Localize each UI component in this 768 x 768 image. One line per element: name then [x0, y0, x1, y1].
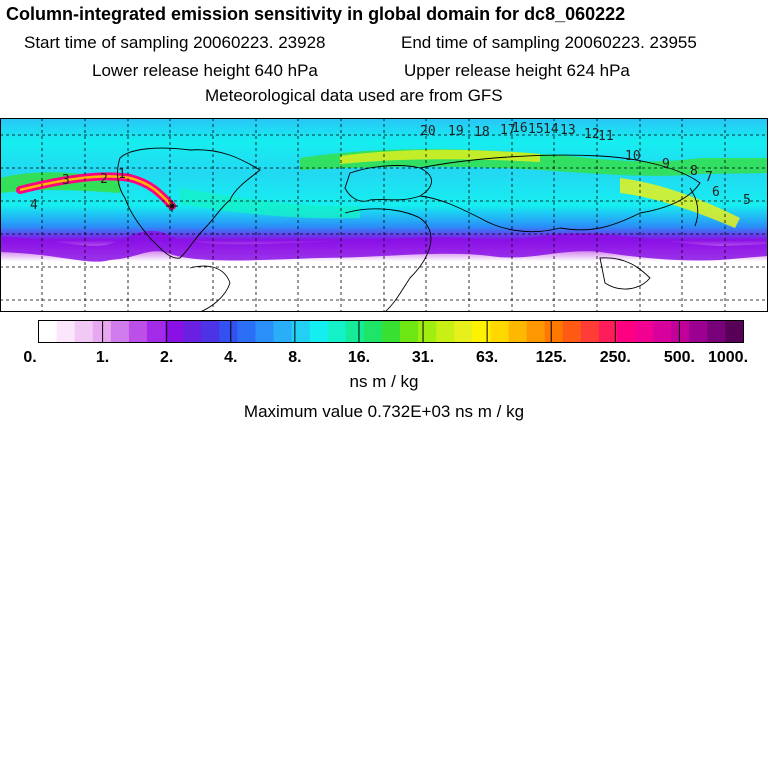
graticule: [0, 118, 768, 312]
colorbar-cell: [381, 320, 401, 343]
colorbar-cell: [725, 320, 744, 343]
colorbar-cell: [635, 320, 654, 343]
day-label-13: 13: [560, 123, 576, 138]
colorbar-label: 500.: [664, 349, 695, 366]
colorbar-cell: [255, 320, 274, 343]
colorbar-cell: [273, 320, 293, 343]
day-label-4: 4: [30, 198, 38, 213]
colorbar-cell: [562, 320, 582, 343]
colorbar-label: 63.: [476, 349, 498, 366]
colorbar-label: 16.: [348, 349, 370, 366]
colorbar-cell: [598, 320, 618, 343]
colorbar-cell: [707, 320, 726, 343]
colorbar-cell: [616, 320, 636, 343]
day-label-1: 1: [118, 167, 126, 182]
colorbar-cell: [671, 320, 690, 343]
colorbar-cell: [165, 320, 184, 343]
colorbar-cell: [128, 320, 148, 343]
day-label-18: 18: [474, 125, 490, 140]
day-label-8: 8: [690, 164, 698, 179]
colorbar-cell: [526, 320, 546, 343]
start-time-label: Start time of sampling 20060223. 23928: [24, 33, 326, 52]
colorbar-units: ns m / kg: [349, 372, 419, 391]
colorbar-cell: [508, 320, 528, 343]
colorbar-cell: [291, 320, 311, 343]
colorbar-cell: [92, 320, 112, 343]
colorbar-label: 4.: [224, 349, 237, 366]
colorbar-label: 1000.: [708, 349, 748, 366]
colorbar-cell: [237, 320, 256, 343]
day-label-7: 7: [705, 170, 713, 185]
colorbar-cell: [580, 320, 600, 343]
colorbar-label: 2.: [160, 349, 173, 366]
day-label-2: 2: [100, 172, 108, 187]
colorbar-label: 1.: [96, 349, 109, 366]
colorbar: 0. 1. 2. 4. 8. 16. 31. 63. 125. 250. 500. 1000.: [23, 320, 748, 366]
colorbar-cell: [418, 320, 437, 343]
day-label-12: 12: [584, 127, 600, 142]
day-label-5: 5: [743, 193, 751, 208]
colorbar-cell: [653, 320, 672, 343]
colorbar-cell: [472, 320, 491, 343]
day-label-16: 16: [512, 121, 528, 136]
day-label-10: 10: [625, 149, 641, 164]
colorbar-cell: [327, 320, 347, 343]
colorbar-cell: [400, 320, 419, 343]
colorbar-cell: [544, 320, 564, 343]
coastlines: [117, 147, 701, 312]
day-label-20: 20: [420, 124, 436, 139]
day-label-3: 3: [62, 173, 70, 188]
day-label-6: 6: [712, 185, 720, 200]
day-label-15: 15: [528, 122, 544, 137]
plot-title: Column-integrated emission sensitivity i…: [6, 4, 626, 24]
colorbar-cell: [56, 320, 76, 343]
colorbar-label: 125.: [536, 349, 567, 366]
colorbar-label: 250.: [600, 349, 631, 366]
colorbar-label: 8.: [288, 349, 301, 366]
upper-release-label: Upper release height 624 hPa: [404, 61, 630, 80]
colorbar-label: 31.: [412, 349, 434, 366]
day-label-14: 14: [543, 122, 559, 137]
colorbar-cell: [363, 320, 383, 343]
colorbar-cell: [309, 320, 329, 343]
colorbar-cell: [436, 320, 455, 343]
end-time-label: End time of sampling 20060223. 23955: [401, 33, 697, 52]
colorbar-cell: [38, 320, 58, 343]
day-label-11: 11: [598, 129, 614, 144]
max-value-label: Maximum value 0.732E+03 ns m / kg: [243, 402, 525, 421]
colorbar-cell: [345, 320, 365, 343]
met-data-label: Meteorological data used are from GFS: [205, 86, 503, 105]
lower-release-label: Lower release height 640 hPa: [92, 61, 318, 80]
day-label-9: 9: [662, 157, 670, 172]
colorbar-cell: [74, 320, 94, 343]
colorbar-cell: [689, 320, 708, 343]
day-label-19: 19: [448, 124, 464, 139]
day-label-17: 17: [500, 123, 516, 138]
colorbar-cell: [146, 320, 166, 343]
colorbar-cell: [219, 320, 238, 343]
colorbar-cell: [454, 320, 473, 343]
colorbar-cell: [183, 320, 202, 343]
colorbar-cell: [201, 320, 220, 343]
colorbar-cell: [110, 320, 130, 343]
colorbar-label: 0.: [23, 349, 36, 366]
colorbar-cell: [490, 320, 509, 343]
